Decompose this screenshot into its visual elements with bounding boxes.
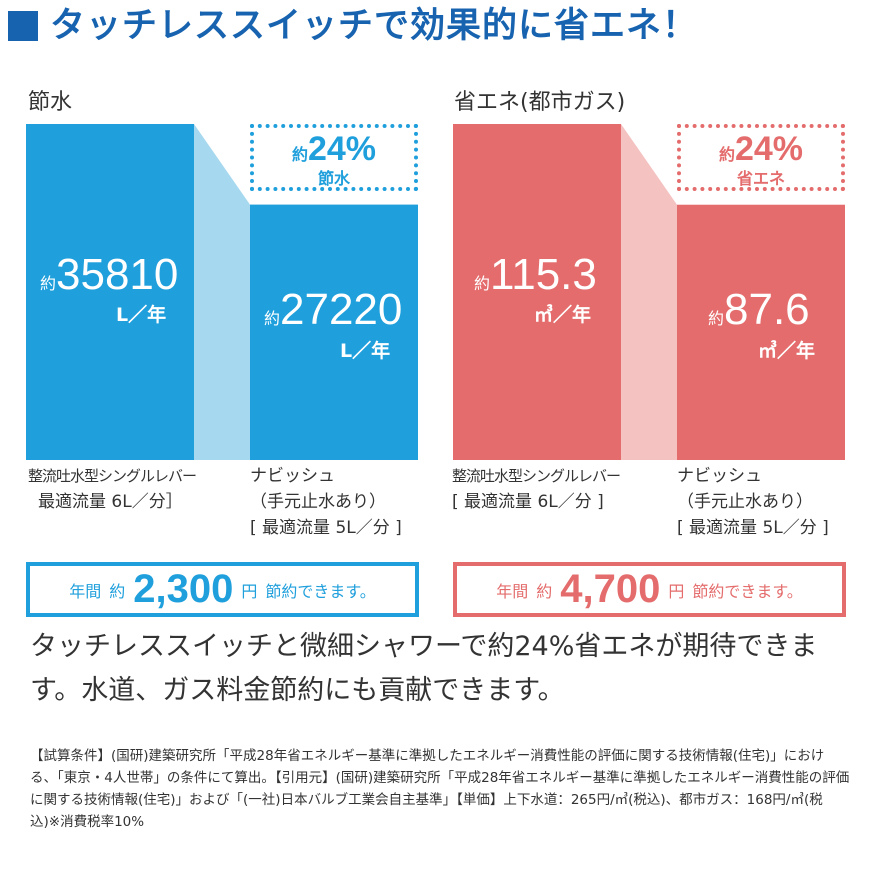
water-saving-label: 節水	[317, 169, 350, 188]
water-bar-navish	[250, 204, 418, 460]
gas-bar1-unit: ㎥／年	[534, 304, 592, 326]
gas-connector-band	[621, 124, 677, 460]
gas-bar1-label: 約115.3	[474, 250, 597, 299]
gas-saving-box: 約24% 省エネ	[677, 124, 845, 191]
water-bar1-unit: L／年	[116, 304, 167, 326]
gas-annual-savings: 年間 約 4,700 円 節約できます。	[453, 562, 846, 617]
water-connector-band	[194, 124, 250, 460]
gas-bar-standard	[453, 124, 621, 460]
water-annual-savings: 年間 約 2,300 円 節約できます。	[26, 562, 419, 617]
water-cat2: ナビッシュ （手元止水あり） [ 最適流量 5L／分 ]	[250, 466, 402, 538]
gas-bar2-label: 約87.6	[708, 285, 810, 334]
water-bar-standard	[26, 124, 194, 460]
page-title: タッチレススイッチで効果的に省エネ！	[50, 6, 699, 46]
water-cat1: 整流吐水型シングルレバー 最適流量 6L／分］	[28, 467, 197, 512]
gas-bar2-unit: ㎥／年	[758, 340, 816, 362]
water-bar1-label: 約35810	[40, 250, 179, 299]
summary-text: タッチレススイッチと微細シャワーで約24%省エネが期待できます。水道、ガス料金節…	[30, 631, 818, 706]
water-bar2-label: 約27220	[264, 285, 403, 334]
gas-chart-title: 省エネ(都市ガス)	[454, 90, 626, 115]
water-bar2-unit: L／年	[340, 340, 391, 362]
gas-bar-navish	[677, 204, 845, 460]
gas-cat1: 整流吐水型シングルレバー [ 最適流量 6L／分 ]	[452, 467, 621, 512]
title-square-icon	[8, 11, 38, 41]
gas-saving-label: 省エネ	[736, 169, 785, 188]
water-chart-title: 節水	[28, 90, 73, 115]
footnote-text: 【試算条件】(国研)建築研究所「平成28年省エネルギー基準に準拠したエネルギー消…	[30, 748, 850, 830]
gas-cat2: ナビッシュ （手元止水あり） [ 最適流量 5L／分 ]	[677, 466, 829, 538]
water-saving-box: 約24% 節水	[250, 124, 418, 191]
